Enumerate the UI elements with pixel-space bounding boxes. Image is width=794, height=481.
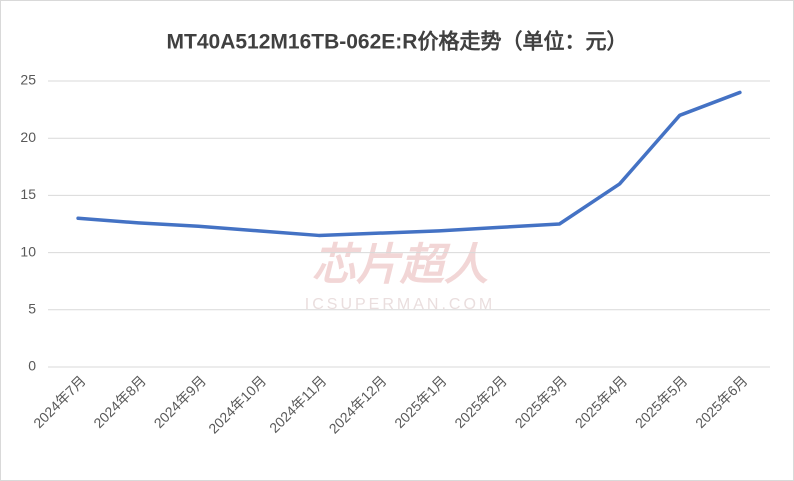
y-tick-label: 20	[20, 129, 36, 145]
watermark: ICSUPERMAN.COM	[305, 296, 495, 313]
y-tick-label: 25	[20, 72, 36, 88]
y-tick-label: 0	[28, 358, 36, 374]
y-tick-label: 10	[20, 243, 36, 259]
line-series	[76, 90, 742, 238]
watermark: 芯片超人	[312, 241, 488, 290]
y-tick-label: 5	[28, 301, 36, 317]
y-tick-label: 15	[20, 186, 36, 202]
chart-title: MT40A512M16TB-062E:R价格走势（单位：元）	[167, 30, 628, 54]
